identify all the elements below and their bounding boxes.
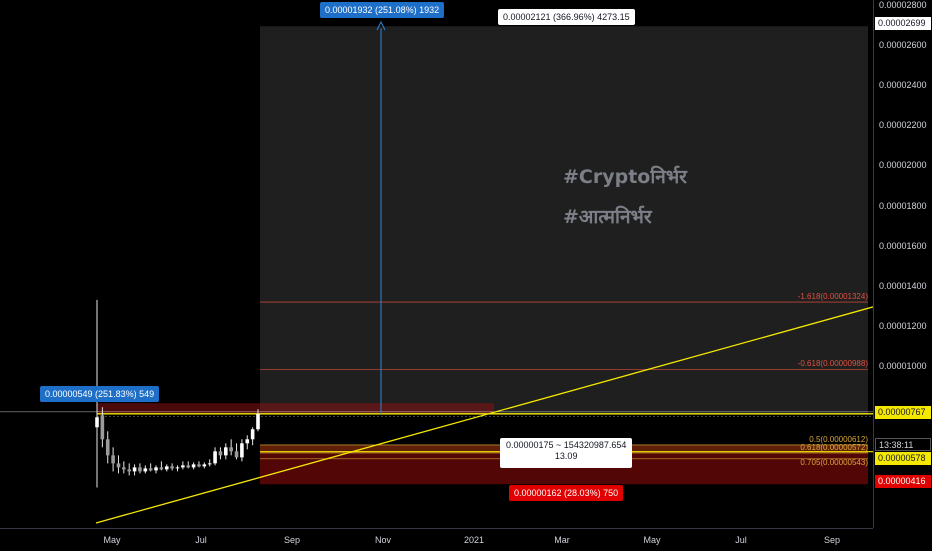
hashtag-crypto: #Cryptoनिर्भर (563, 166, 687, 188)
candle-body (95, 417, 99, 428)
price-tick: 0.00002000 (879, 160, 927, 171)
price-tick: 0.00001200 (879, 320, 927, 331)
time-label: Sep (823, 535, 841, 545)
candle-body (191, 464, 196, 468)
candle-body (122, 467, 126, 470)
fib-label: -0.618(0.00000988) (797, 359, 868, 369)
candle-body (240, 443, 244, 458)
top-measure-badge[interactable]: 0.00002121 (366.96%) 4273.15 (498, 9, 635, 25)
candle-body (105, 439, 110, 456)
current-price-label: 0.00000767 (875, 406, 931, 419)
range-info-line1: 0.00000175 ~ 154320987.654 (506, 440, 627, 450)
range-info-badge[interactable]: 0.00000175 ~ 154320987.654 13.09 (500, 438, 633, 468)
bottom-price-label: 0.00000416 (875, 475, 931, 488)
stop-price-label: 0.00000578 (875, 452, 931, 465)
candle-body (116, 463, 121, 468)
candle-body (164, 466, 169, 470)
loss-move-badge[interactable]: 0.00000162 (28.03%) 750 (509, 485, 624, 501)
hashtag-aatmanirbhar: #आत्मनिर्भर (563, 206, 652, 228)
left-move-badge[interactable]: 0.00000549 (251.83%) 549 (40, 386, 160, 402)
candle-body (138, 467, 142, 472)
candle-body (218, 451, 223, 456)
candle-body (202, 464, 207, 467)
time-label: Jul (735, 535, 747, 545)
candle-body (127, 469, 131, 472)
candle-body (213, 451, 217, 464)
target-move-badge[interactable]: 0.00001932 (251.08%) 1932 (320, 2, 445, 18)
countdown-label: 13:38:11 (875, 438, 931, 451)
candle-body (175, 467, 180, 469)
price-tick: 0.00001600 (879, 240, 927, 251)
candle-body (143, 468, 148, 472)
time-label: 2021 (463, 535, 485, 545)
price-tick: 0.00002600 (879, 40, 927, 51)
candle-body (148, 468, 153, 471)
candle-body (170, 466, 174, 469)
price-tick: 0.00001800 (879, 200, 927, 211)
price-tick: 0.00001400 (879, 280, 927, 291)
candle-body (229, 447, 233, 452)
price-chart[interactable] (0, 0, 873, 528)
candle-body (181, 465, 185, 468)
candle-body (207, 463, 212, 465)
time-axis[interactable]: May Jul Sep Nov 2021 Mar May Jul Sep (0, 528, 873, 551)
measure-arrowhead (376, 20, 386, 31)
price-tick: 0.00002800 (879, 0, 927, 10)
time-label: May (103, 535, 121, 545)
price-tick: 0.00002400 (879, 80, 927, 91)
candle-body (100, 415, 105, 440)
range-info-line2: 13.09 (554, 451, 578, 461)
candle-body (132, 467, 137, 472)
candle-body (256, 413, 260, 430)
time-label: Nov (374, 535, 392, 545)
candle-body (224, 447, 228, 456)
candle-body (111, 455, 115, 464)
price-axis[interactable]: 0.00002800 0.00002600 0.00002400 0.00002200… (873, 0, 932, 528)
time-label: Jul (195, 535, 207, 545)
price-tick: 0.00001000 (879, 361, 927, 372)
target-price-label: 0.00002699 (875, 17, 931, 30)
candle-body (234, 451, 239, 458)
time-label: Sep (283, 535, 301, 545)
candle-body (159, 467, 164, 470)
candle-body (186, 465, 191, 468)
candle-body (250, 429, 255, 440)
fib-label: 0.618(0.00000572) (800, 442, 868, 452)
ascending-trendline (95, 306, 873, 524)
candle-body (245, 439, 250, 444)
time-label: May (643, 535, 661, 545)
time-label: Mar (554, 535, 570, 545)
candle-body (154, 467, 158, 471)
measure-zone (260, 26, 868, 415)
fib-label: -1.618(0.00001324) (797, 292, 868, 302)
price-tick: 0.00002200 (879, 120, 927, 131)
fib-label: 0.705(0.00000543) (800, 457, 868, 467)
fib-label: 0.5(0.00000612) (809, 434, 868, 444)
upper-red-zone (97, 403, 494, 414)
candle-body (197, 464, 201, 467)
